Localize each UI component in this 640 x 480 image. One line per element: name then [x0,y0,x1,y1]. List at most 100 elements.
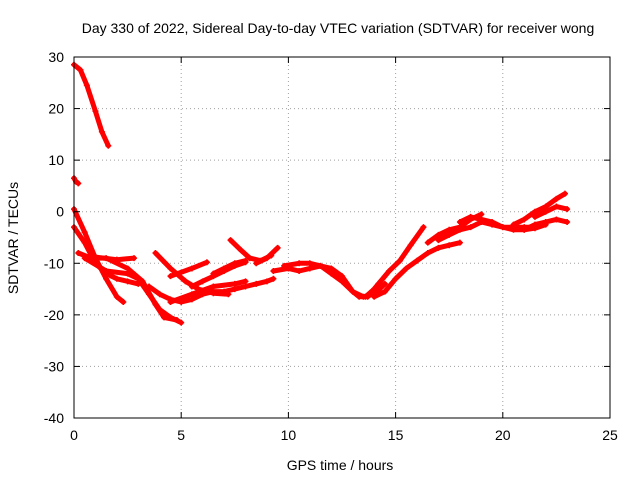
data-point [103,275,110,282]
data-point [167,273,174,280]
series-arc-18 [365,224,426,300]
y-tick-label: -40 [44,410,64,426]
data-point [98,128,105,135]
data-point [210,270,217,277]
data-point [152,249,159,256]
data-point [75,180,82,187]
data-point [199,278,206,285]
data-point [270,275,277,282]
data-point [414,257,421,264]
data-point [317,262,324,269]
data-point [446,226,453,233]
data-point [435,237,442,244]
data-point [328,265,335,272]
data-point [83,82,90,89]
data-point [456,226,463,233]
data-point [467,224,474,231]
plot-frame [73,56,611,419]
data-point [542,219,549,226]
data-point [349,288,356,295]
data-point [231,260,238,267]
data-point [167,314,174,321]
data-point [156,291,163,298]
data-point [456,219,463,226]
series-arc-23 [511,191,568,228]
y-tick-label: 20 [48,101,64,117]
data-point [281,262,288,269]
y-tick-label: -30 [44,358,64,374]
data-point [328,270,335,277]
series-arc-6 [82,255,184,326]
data-point [564,206,571,213]
data-point [531,213,538,220]
data-point [420,224,427,231]
data-point [124,265,131,272]
data-point [306,265,313,272]
data-point [446,242,453,249]
data-series [71,61,571,326]
data-point [146,291,153,298]
x-tick-label: 20 [495,427,511,443]
data-point [553,203,560,210]
y-axis-label: SDTVAR / TECUs [5,182,21,294]
data-point [381,280,388,287]
data-point [510,226,517,233]
data-point [231,286,238,293]
data-point [75,249,82,256]
data-point [242,283,249,290]
data-point [424,249,431,256]
data-point [188,291,195,298]
x-tick-label: 25 [602,427,618,443]
x-tick-label: 10 [281,427,297,443]
data-point [375,280,382,287]
data-point [467,213,474,220]
data-point [396,257,403,264]
data-point [225,291,232,298]
series-arc-10 [168,259,210,279]
data-point [242,278,249,285]
x-tick-label: 15 [388,427,404,443]
data-point [113,275,120,282]
data-point [188,265,195,272]
data-point [521,226,528,233]
y-tick-label: -20 [44,307,64,323]
data-point [510,221,517,228]
axis-ticks: 0 5 10 15 20 25 30 20 10 0 -10 -20 -30 -40 [44,49,618,443]
data-point [210,283,217,290]
series-arc-1 [71,62,111,149]
y-tick-label: 0 [56,204,64,220]
data-point [113,256,120,263]
data-point [242,257,249,264]
data-point [339,278,345,285]
data-point [499,224,506,231]
data-point [531,221,538,228]
grid-lines [74,57,610,418]
data-point [203,259,210,266]
data-point [386,268,393,275]
data-point [182,278,189,285]
data-point [253,280,260,287]
data-point [542,203,549,210]
y-tick-label: 10 [48,152,64,168]
data-point [339,273,345,280]
data-point [542,208,549,215]
data-point [553,195,560,202]
y-tick-label: -10 [44,255,64,271]
data-point [92,254,99,261]
data-point [92,108,99,115]
data-point [246,255,253,262]
x-tick-label: 0 [70,427,78,443]
data-point [564,219,571,226]
series-arc-13 [210,258,248,277]
data-point [210,290,217,297]
data-point [81,239,88,246]
data-point [156,306,163,313]
data-point [131,255,138,262]
data-point [270,268,277,275]
data-point [146,283,153,290]
series-arc-21 [436,219,538,243]
data-point [403,265,410,272]
data-point [135,275,142,282]
data-point [178,319,185,326]
